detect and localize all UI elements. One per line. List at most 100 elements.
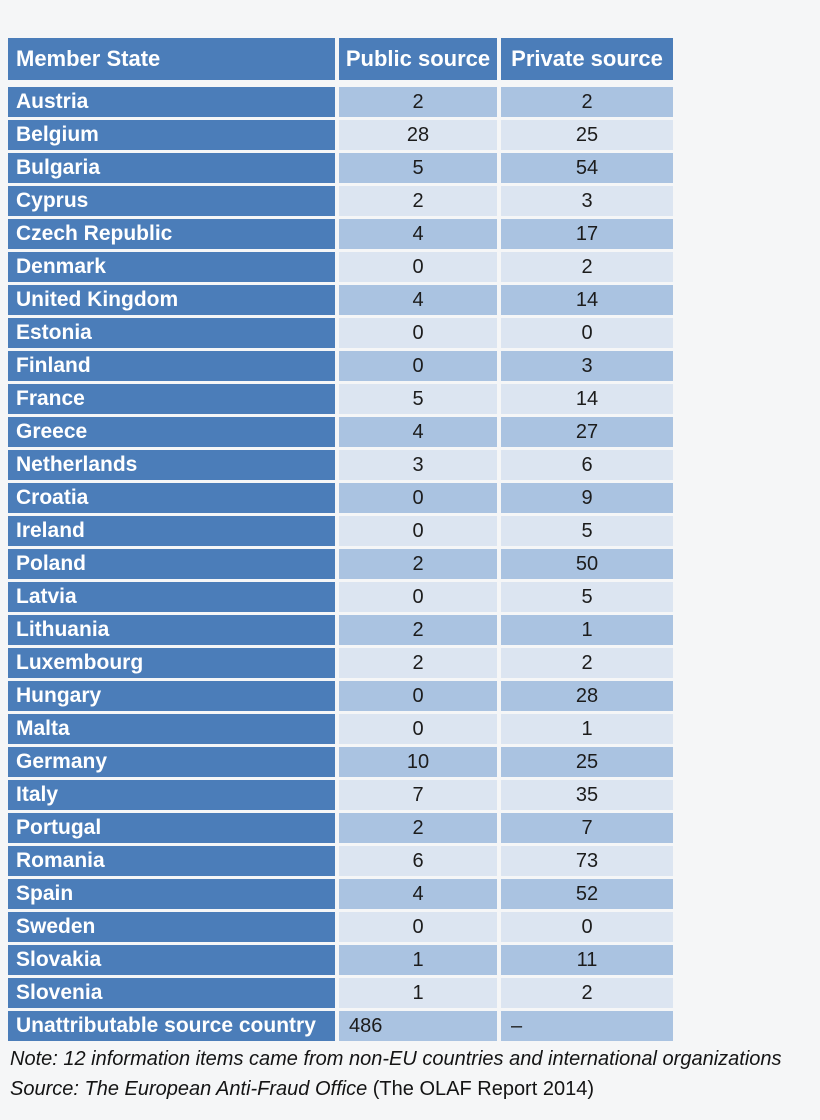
member-state-cell: Lithuania — [8, 615, 335, 645]
member-state-cell: Malta — [8, 714, 335, 744]
public-source-cell: 0 — [339, 516, 497, 546]
private-source-cell: 5 — [501, 582, 673, 612]
private-source-cell: 3 — [501, 186, 673, 216]
private-source-cell: 27 — [501, 417, 673, 447]
public-source-cell: 4 — [339, 285, 497, 315]
header-gap-spacer — [8, 83, 673, 84]
member-state-sources-table: Member State Public source Private sourc… — [4, 35, 677, 1044]
private-source-cell: 2 — [501, 252, 673, 282]
member-state-cell: Italy — [8, 780, 335, 810]
public-source-cell: 0 — [339, 912, 497, 942]
table-row: Spain 4 52 — [8, 879, 673, 909]
public-source-cell: 0 — [339, 681, 497, 711]
column-header-member-state: Member State — [8, 38, 335, 80]
member-state-cell: Finland — [8, 351, 335, 381]
table-row: Lithuania 2 1 — [8, 615, 673, 645]
member-state-cell: Portugal — [8, 813, 335, 843]
public-source-cell: 2 — [339, 813, 497, 843]
private-source-cell: 2 — [501, 87, 673, 117]
column-header-public-source: Public source — [339, 38, 497, 80]
member-state-cell: Slovenia — [8, 978, 335, 1008]
table-row: Estonia 0 0 — [8, 318, 673, 348]
member-state-cell: Cyprus — [8, 186, 335, 216]
member-state-cell: Sweden — [8, 912, 335, 942]
private-source-cell: 9 — [501, 483, 673, 513]
table-row: United Kingdom 4 14 — [8, 285, 673, 315]
public-source-cell: 0 — [339, 483, 497, 513]
member-state-cell: Unattributable source country — [8, 1011, 335, 1041]
table-header: Member State Public source Private sourc… — [8, 38, 673, 80]
table-row: Luxembourg 2 2 — [8, 648, 673, 678]
private-source-cell: 3 — [501, 351, 673, 381]
table-row: Malta 0 1 — [8, 714, 673, 744]
public-source-cell: 0 — [339, 582, 497, 612]
public-source-cell: 4 — [339, 879, 497, 909]
public-source-cell: 1 — [339, 945, 497, 975]
public-source-cell: 0 — [339, 252, 497, 282]
private-source-cell: 73 — [501, 846, 673, 876]
member-state-cell: Luxembourg — [8, 648, 335, 678]
public-source-cell: 0 — [339, 714, 497, 744]
table-row: Poland 2 50 — [8, 549, 673, 579]
private-source-cell: 6 — [501, 450, 673, 480]
member-state-cell: Croatia — [8, 483, 335, 513]
table-row: Greece 4 27 — [8, 417, 673, 447]
private-source-cell: 14 — [501, 285, 673, 315]
table-row: Italy 7 35 — [8, 780, 673, 810]
private-source-cell: 1 — [501, 615, 673, 645]
public-source-cell: 486 — [339, 1011, 497, 1041]
table-row: Slovakia 1 11 — [8, 945, 673, 975]
member-state-cell: France — [8, 384, 335, 414]
public-source-cell: 2 — [339, 87, 497, 117]
table-row: Cyprus 2 3 — [8, 186, 673, 216]
public-source-cell: 2 — [339, 648, 497, 678]
public-source-cell: 0 — [339, 351, 497, 381]
public-source-cell: 0 — [339, 318, 497, 348]
table-row: Unattributable source country 486 – — [8, 1011, 673, 1041]
member-state-cell: Denmark — [8, 252, 335, 282]
private-source-cell: 25 — [501, 747, 673, 777]
public-source-cell: 1 — [339, 978, 497, 1008]
private-source-cell: 14 — [501, 384, 673, 414]
private-source-cell: 25 — [501, 120, 673, 150]
member-state-cell: Spain — [8, 879, 335, 909]
private-source-cell: – — [501, 1011, 673, 1041]
public-source-cell: 6 — [339, 846, 497, 876]
member-state-cell: Germany — [8, 747, 335, 777]
private-source-cell: 52 — [501, 879, 673, 909]
public-source-cell: 3 — [339, 450, 497, 480]
member-state-cell: Ireland — [8, 516, 335, 546]
table-row: Germany 10 25 — [8, 747, 673, 777]
member-state-cell: Czech Republic — [8, 219, 335, 249]
member-state-cell: Romania — [8, 846, 335, 876]
table-row: Czech Republic 4 17 — [8, 219, 673, 249]
table-row: Romania 6 73 — [8, 846, 673, 876]
public-source-cell: 10 — [339, 747, 497, 777]
table-row: Belgium 28 25 — [8, 120, 673, 150]
member-state-cell: Estonia — [8, 318, 335, 348]
note-text: Note: 12 information items came from non… — [10, 1048, 782, 1070]
member-state-cell: Poland — [8, 549, 335, 579]
public-source-cell: 2 — [339, 615, 497, 645]
private-source-cell: 28 — [501, 681, 673, 711]
member-state-cell: Netherlands — [8, 450, 335, 480]
header-row: Member State Public source Private sourc… — [8, 38, 673, 80]
public-source-cell: 28 — [339, 120, 497, 150]
member-state-cell: Latvia — [8, 582, 335, 612]
footnotes: Note: 12 information items came from non… — [10, 1044, 815, 1104]
member-state-cell: Bulgaria — [8, 153, 335, 183]
table-row: Portugal 2 7 — [8, 813, 673, 843]
private-source-cell: 5 — [501, 516, 673, 546]
table-row: Hungary 0 28 — [8, 681, 673, 711]
table-row: France 5 14 — [8, 384, 673, 414]
public-source-cell: 2 — [339, 186, 497, 216]
table-body: Austria 2 2 Belgium 28 25 Bulgaria 5 54 … — [8, 83, 673, 1041]
member-state-cell: Belgium — [8, 120, 335, 150]
public-source-cell: 7 — [339, 780, 497, 810]
source-text-italic: Source: The European Anti-Fraud Office — [10, 1078, 368, 1100]
private-source-cell: 7 — [501, 813, 673, 843]
private-source-cell: 1 — [501, 714, 673, 744]
table-row: Netherlands 3 6 — [8, 450, 673, 480]
table-row: Slovenia 1 2 — [8, 978, 673, 1008]
